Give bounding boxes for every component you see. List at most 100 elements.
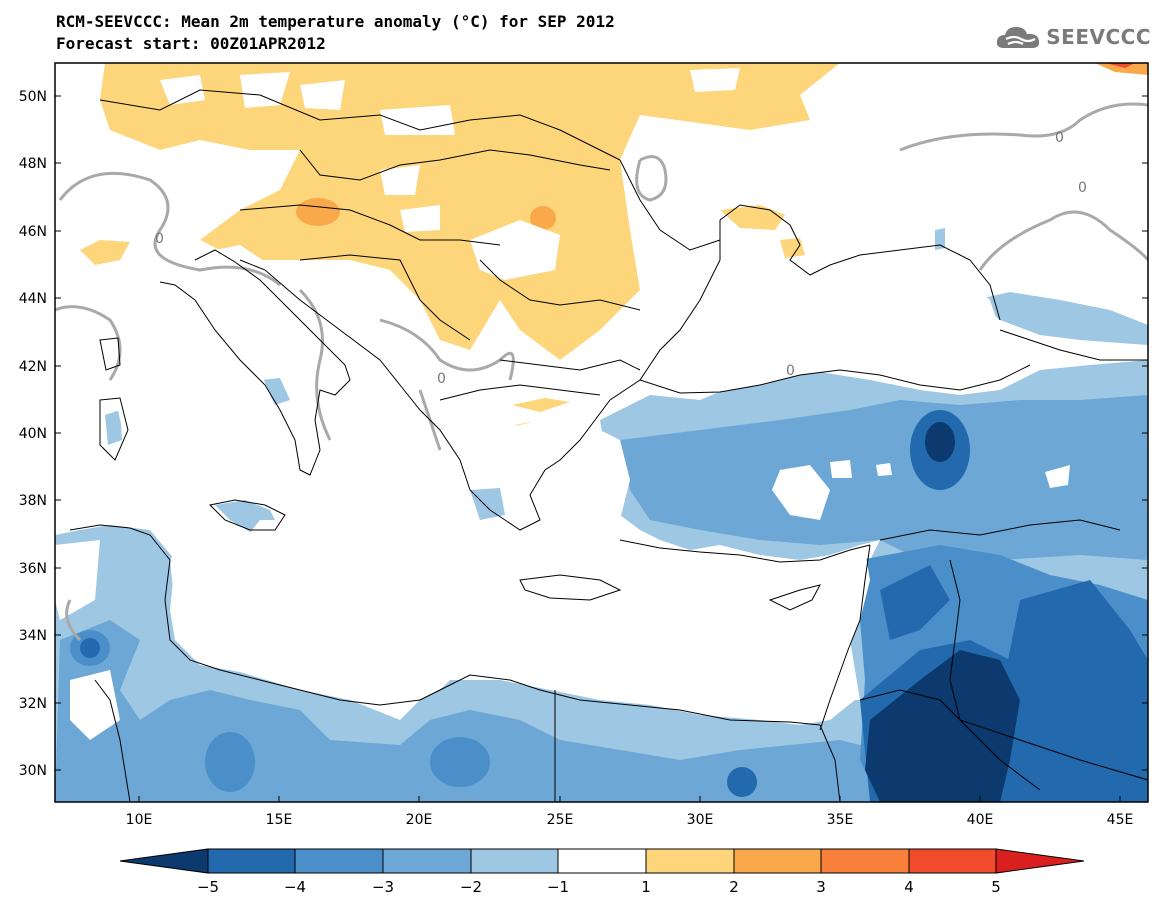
colorbar-labels: −5 −4 −3 −2 −1 1 2 3 4 5 — [197, 878, 1001, 896]
cool-core-africa — [55, 620, 880, 802]
anomaly-field: 0 0 0 0 0 — [55, 63, 1148, 802]
colorbar-segment — [995, 848, 1085, 874]
lon-label: 45E — [1107, 812, 1134, 828]
colorbar-segment — [733, 848, 822, 874]
seevccc-logo: SEEVCCC — [994, 22, 1151, 52]
colorbar-label: −1 — [547, 878, 569, 896]
contour-label: 0 — [786, 363, 795, 379]
lat-label: 36N — [19, 561, 47, 577]
colorbar-segment — [820, 848, 910, 874]
colorbar-segment — [382, 848, 472, 874]
lon-label: 20E — [406, 812, 433, 828]
lon-label: 25E — [547, 812, 574, 828]
warm-region-crimea — [720, 205, 785, 230]
border-saudi — [959, 719, 1148, 781]
border-serbia-romania — [479, 259, 641, 311]
white-hole-africa-north — [55, 540, 100, 620]
warm-region-central-europe — [100, 63, 840, 360]
cool-region-sardinia — [105, 410, 122, 445]
lon-labels: 10E 15E 20E 25E 30E 35E 40E 45E — [126, 812, 1134, 828]
white-holes — [160, 68, 740, 280]
warm-region-italy-north — [80, 240, 130, 265]
border-austria — [239, 204, 501, 246]
colorbar-label: 1 — [641, 878, 651, 896]
coastline-corsica — [99, 337, 121, 371]
border-libya-tunisia — [94, 679, 131, 802]
coastline-north-africa — [69, 524, 821, 726]
border-caucasus — [999, 329, 1148, 361]
coastlines-and-borders — [69, 89, 1148, 802]
lon-label: 30E — [687, 812, 714, 828]
colorbar-label: −4 — [284, 878, 306, 896]
lat-label: 38N — [19, 493, 47, 509]
colorbar-segment — [470, 848, 559, 874]
contour-label: 0 — [437, 371, 446, 387]
colorbar-label: 4 — [904, 878, 914, 896]
coastline-sicily — [208, 499, 286, 531]
lat-label: 30N — [19, 763, 47, 779]
white-hole-turkey-small1 — [830, 460, 852, 478]
forecast-start-label: Forecast start: 00Z01APR2012 — [56, 34, 326, 53]
white-hole-turkey-small2 — [876, 463, 892, 476]
warm-region-aegean-north — [512, 398, 570, 412]
cool-region-black-sea-east — [975, 292, 1148, 345]
lon-label: 40E — [967, 812, 994, 828]
cool-core-egypt-east — [727, 767, 757, 797]
contour-label: 0 — [1055, 130, 1064, 146]
white-hole-turkey-center — [772, 465, 830, 520]
border-greece-north — [439, 384, 601, 401]
map-title: RCM-SEEVCCC: Mean 2m temperature anomaly… — [56, 12, 615, 31]
coastline-levant — [819, 544, 871, 731]
cool-core-anatolia — [620, 395, 1148, 565]
border-croatia-serbia — [299, 254, 471, 341]
border-ukraine — [619, 159, 721, 251]
cool-core-turkey-east-deep — [925, 422, 955, 462]
warm-spot-ne-corner — [1095, 63, 1148, 75]
cool-region-greece — [470, 488, 505, 520]
lat-label: 46N — [19, 224, 47, 240]
coastline-black-sea-north — [719, 204, 1001, 321]
adriatic-sea — [215, 245, 380, 380]
coastline-sardinia — [99, 397, 129, 461]
contour-labels: 0 0 0 0 0 — [155, 130, 1087, 387]
contour-label: 0 — [1078, 180, 1087, 196]
coastline-italy — [159, 249, 351, 476]
colorbar-segment — [645, 848, 735, 874]
lon-label: 15E — [266, 812, 293, 828]
border-egypt-israel — [819, 724, 841, 802]
contour-label: 0 — [155, 231, 164, 247]
coastline-crete — [519, 574, 622, 601]
lat-label: 42N — [19, 359, 47, 375]
mediterranean-sea — [170, 450, 870, 715]
border-iraq-syria — [949, 559, 961, 721]
white-hole-africa-west — [70, 670, 120, 740]
cool-region-crimea-east — [935, 228, 945, 250]
colorbar-segment — [294, 848, 384, 874]
colorbar-segment — [119, 848, 209, 874]
lat-labels: 50N 48N 46N 44N 42N 40N 38N 36N 34N 32N … — [19, 89, 47, 779]
colorbar-segment — [557, 848, 647, 874]
cool-core-iraq — [880, 565, 950, 640]
lon-ticks — [138, 796, 1121, 802]
coastline-turkey-north — [639, 364, 1031, 394]
colorbar-label: −2 — [460, 878, 482, 896]
warm-spot-romania — [530, 206, 556, 230]
lat-ticks — [55, 95, 1148, 771]
warm-spot-slovenia — [296, 198, 340, 226]
warm-spot-ne-corner-core — [1105, 63, 1135, 68]
border-central — [299, 149, 611, 181]
cool-core-deep — [865, 650, 1020, 802]
colorbar — [119, 848, 1085, 874]
lat-label: 50N — [19, 89, 47, 105]
border-north — [99, 89, 621, 161]
cool-core-libya — [205, 732, 255, 792]
colorbar-label: 3 — [816, 878, 826, 896]
cool-core-tunisia-deep — [80, 638, 100, 658]
colorbar-label: 2 — [729, 878, 739, 896]
coastline-turkey-south — [619, 539, 871, 563]
colorbar-label: −5 — [197, 878, 219, 896]
lat-label: 44N — [19, 291, 47, 307]
border-turkey-syria — [879, 519, 1121, 541]
lat-label: 40N — [19, 426, 47, 442]
